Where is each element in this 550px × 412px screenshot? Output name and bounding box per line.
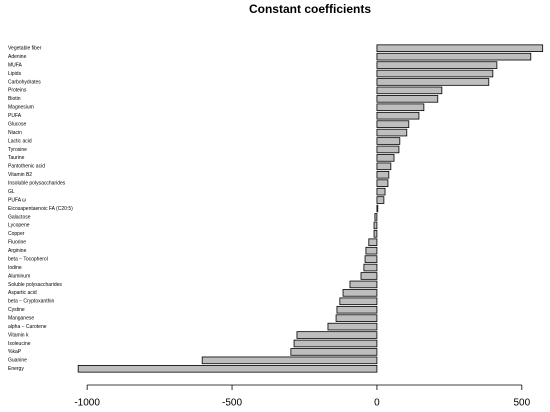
bar <box>293 339 378 348</box>
y-tick-label: Carbohydrates <box>8 79 41 85</box>
bar <box>376 154 395 162</box>
bar <box>360 272 378 280</box>
y-tick-label: Tyrosine <box>8 147 27 153</box>
bar <box>376 145 400 154</box>
bar <box>77 365 378 373</box>
bar <box>376 44 544 52</box>
bar <box>376 128 408 137</box>
bar <box>376 170 390 179</box>
bar <box>201 356 378 365</box>
y-tick-label: MUFA <box>8 62 23 68</box>
y-tick-label: Aluminum <box>8 273 30 279</box>
y-tick-label: Fluorine <box>8 240 26 246</box>
bar <box>376 52 532 61</box>
y-tick-label: Lycopene <box>8 223 30 229</box>
bar <box>376 61 498 69</box>
bar <box>376 111 420 120</box>
y-tick-label: Adenine <box>8 54 27 60</box>
bar <box>290 348 378 356</box>
bar <box>363 263 378 272</box>
bar <box>376 69 494 78</box>
y-tick-label: beta − Cryptoxanthin <box>8 299 54 305</box>
y-tick-label: Insoluble polysaccharides <box>8 181 66 187</box>
bar <box>365 246 378 255</box>
y-tick-label: Proteins <box>8 88 27 94</box>
chart-title: Constant coefficients <box>249 2 371 16</box>
bar <box>374 213 378 221</box>
bar <box>376 162 392 171</box>
y-tick-label: Soluble polysaccharides <box>8 282 62 288</box>
bar <box>373 230 378 238</box>
bar <box>376 78 490 86</box>
y-tick-label: PUFA <box>8 113 22 119</box>
bar <box>339 297 378 306</box>
y-tick-label: Lactic acid <box>8 138 32 144</box>
bar <box>376 120 410 128</box>
bar <box>349 280 378 289</box>
bar <box>327 322 378 331</box>
y-tick-label: Niacin <box>8 130 22 136</box>
bar <box>376 187 386 196</box>
x-tick-label: -1000 <box>74 398 100 409</box>
y-tick-label: Iodine <box>8 265 22 271</box>
y-tick-label: PUFA ω <box>8 197 26 203</box>
y-tick-label: Manganese <box>8 315 34 321</box>
bar <box>296 331 378 339</box>
bar <box>336 305 378 314</box>
y-tick-label: Vitamin B2 <box>8 172 32 178</box>
y-tick-label: Arginine <box>8 248 27 254</box>
y-tick-label: Glucose <box>8 121 27 127</box>
y-tick-label: Vitamin k <box>8 332 29 338</box>
y-tick-label: Guanine <box>8 358 27 364</box>
bar <box>376 204 379 213</box>
bar <box>376 179 389 187</box>
x-tick-label: 0 <box>374 398 380 409</box>
y-tick-label: Galactose <box>8 214 31 220</box>
y-tick-label: Pantothenic acid <box>8 164 45 170</box>
y-tick-label: GL <box>8 189 15 195</box>
bar <box>376 103 425 112</box>
y-tick-label: beta − Tocopherol <box>8 256 48 262</box>
y-tick-label: Magnesium <box>8 105 34 111</box>
y-tick-label: Energy <box>8 366 24 372</box>
bar <box>335 314 378 322</box>
y-tick-label: Lipids <box>8 71 22 77</box>
bar <box>368 238 378 247</box>
x-tick-label: -500 <box>222 398 242 409</box>
bar <box>364 255 378 263</box>
y-tick-label: Taurine <box>8 155 25 161</box>
y-tick-label: Eicosapentaenoic FA (C20:5) <box>8 206 73 212</box>
bar <box>376 86 443 95</box>
y-tick-label: Isoleucine <box>8 341 31 347</box>
bar <box>376 95 439 103</box>
y-tick-label: Aspartic acid <box>8 290 37 296</box>
y-tick-label: Biotin <box>8 96 21 102</box>
bar <box>376 137 401 145</box>
y-tick-label: Vegetable fiber <box>8 46 42 52</box>
y-tick-label: Cystine <box>8 307 25 313</box>
x-tick-label: 500 <box>513 398 530 409</box>
bar <box>373 221 378 230</box>
bar <box>376 196 385 204</box>
y-tick-label: %kaP <box>8 349 22 355</box>
bar <box>342 289 378 297</box>
y-tick-label: alpha − Carotene <box>8 324 47 330</box>
y-tick-label: Copper <box>8 231 25 237</box>
